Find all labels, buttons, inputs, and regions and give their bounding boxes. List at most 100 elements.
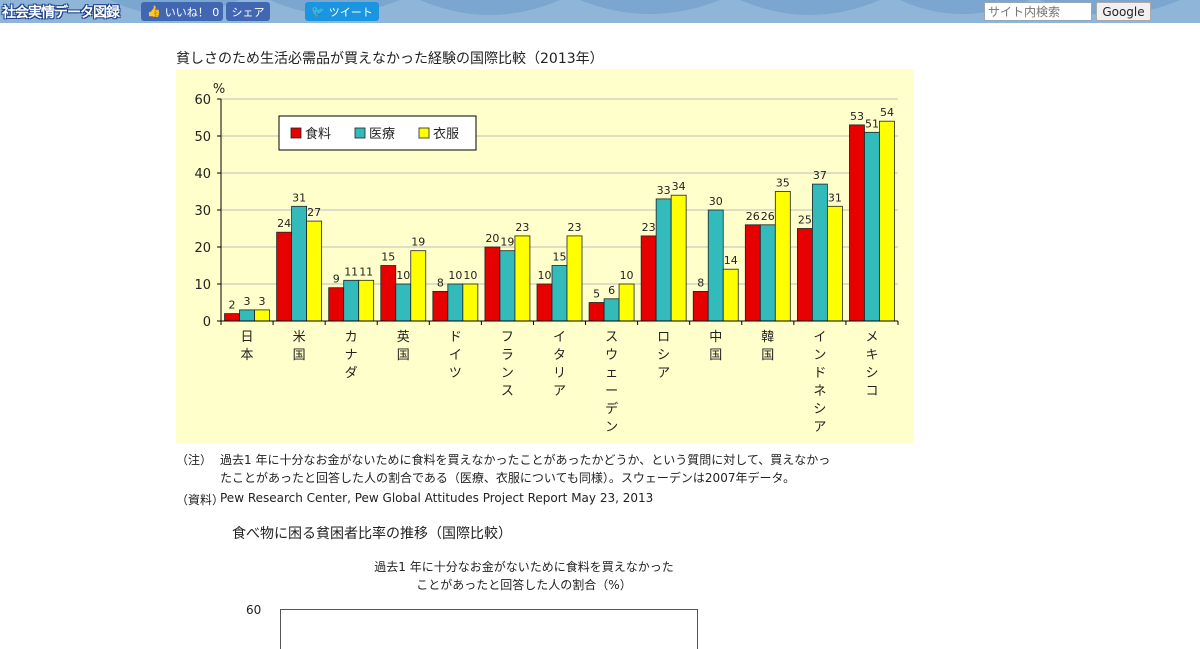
second-chart-title: 食べ物に困る貧困者比率の推移（国際比較）	[232, 526, 512, 542]
bar	[291, 205, 308, 322]
note-line-2: たことがあったと回答した人の割合である（医療、衣服についても同様）。スウェーデン…	[220, 471, 796, 485]
x-tick-label-char: 本	[241, 348, 254, 363]
x-tick-label-char: ア	[553, 384, 566, 399]
data-label: 5	[593, 288, 600, 301]
x-tick-label-char: ナ	[345, 348, 358, 363]
bar-chart: 0 10 20 30 40 50 60% 2 3 3 日本 24 31 27 米国 9 11 11 カナダ 15 10 1…	[176, 69, 914, 443]
bar	[566, 235, 583, 322]
data-label: 10	[620, 269, 634, 282]
data-label: 53	[850, 110, 864, 123]
bar	[380, 265, 397, 322]
thumbs-up-icon: 👍	[147, 5, 161, 18]
x-tick-label-char: シ	[865, 366, 878, 381]
y-axis-unit: %	[213, 82, 225, 97]
data-label: 23	[642, 221, 656, 234]
x-tick-label-char: ド	[813, 366, 826, 381]
y-tick-label: 50	[194, 130, 211, 145]
x-tick-label-char: 国	[397, 348, 410, 363]
data-label: 10	[448, 269, 462, 282]
x-tick-label-char: 米	[293, 330, 306, 345]
bar	[774, 191, 791, 322]
data-label: 3	[259, 295, 266, 308]
x-tick-label-char: 日	[241, 330, 254, 345]
bar	[358, 279, 375, 322]
data-label: 37	[813, 169, 827, 182]
bar	[722, 268, 739, 322]
x-tick-label-char: 国	[709, 348, 722, 363]
x-tick-label-char: ダ	[345, 366, 358, 381]
bar	[536, 283, 553, 322]
x-tick-label-char: ラ	[501, 348, 514, 363]
facebook-share-button[interactable]: シェア	[226, 2, 270, 21]
x-tick-label-char: ウ	[605, 348, 618, 363]
x-tick-label-char: 国	[293, 348, 306, 363]
google-search-button[interactable]: Google	[1096, 2, 1151, 21]
legend-entry: 衣服	[433, 126, 459, 142]
y-tick-label: 20	[194, 241, 211, 256]
data-label: 25	[798, 214, 812, 227]
legend-swatch	[290, 127, 302, 139]
bar	[410, 250, 427, 322]
x-tick-label-char: イ	[813, 330, 826, 345]
x-tick-label-char: キ	[865, 348, 878, 363]
data-label: 35	[776, 177, 790, 190]
x-tick-label-char: カ	[345, 330, 358, 345]
bar	[826, 205, 843, 322]
data-label: 26	[761, 210, 775, 223]
legend-swatch	[354, 127, 366, 139]
x-tick-label-char: 中	[709, 330, 722, 345]
x-tick-label-char: ネ	[813, 384, 826, 399]
legend-entry: 医療	[369, 127, 395, 142]
x-tick-label-char: リ	[553, 366, 566, 381]
bar	[692, 290, 709, 322]
site-search-input[interactable]	[984, 2, 1092, 21]
x-tick-label-char: ン	[813, 348, 826, 363]
data-label: 31	[828, 191, 842, 204]
x-tick-label-char: ド	[449, 330, 462, 345]
data-label: 6	[608, 284, 615, 297]
data-label: 51	[865, 117, 879, 130]
facebook-like-button[interactable]: 👍 いいね！ 0	[141, 2, 223, 21]
bar	[462, 283, 479, 322]
bar	[707, 209, 724, 322]
twitter-bird-icon: 🐦	[311, 5, 325, 18]
legend-entry: 食料	[305, 126, 331, 142]
site-logo[interactable]: 社会実情データ図録	[2, 5, 120, 21]
y-tick-label: 0	[203, 315, 211, 330]
bar	[811, 183, 828, 322]
data-label: 15	[381, 251, 395, 264]
bar	[864, 131, 880, 322]
bar	[640, 235, 657, 322]
tweet-label: ツイート	[328, 5, 373, 19]
bar	[618, 283, 635, 322]
x-tick-label-char: ア	[813, 420, 826, 435]
data-label: 8	[437, 276, 444, 289]
data-label: 11	[359, 265, 373, 278]
bar	[276, 231, 293, 322]
data-label: 24	[277, 217, 291, 230]
x-tick-label-char: イ	[449, 348, 462, 363]
x-tick-label-char: イ	[553, 330, 566, 345]
bar	[514, 235, 531, 322]
chart-title: 貧しさのため生活必需品が買えなかった経験の国際比較（2013年）	[176, 51, 604, 67]
x-tick-label-char: フ	[501, 330, 514, 345]
second-chart-subtitle-1: 過去1 年に十分なお金がないために食料を買えなかった	[374, 560, 674, 574]
x-tick-label-char: ー	[605, 384, 618, 399]
data-label: 11	[344, 265, 358, 278]
data-label: 9	[333, 273, 340, 286]
note-label: （注）	[176, 453, 213, 467]
tweet-button[interactable]: 🐦 ツイート	[305, 2, 379, 21]
top-bar: 社会実情データ図録 👍 いいね！ 0 シェア 🐦 ツイート Google	[0, 0, 1200, 23]
source-label: （資料）	[176, 493, 225, 507]
data-label: 10	[396, 269, 410, 282]
legend-swatch	[418, 127, 430, 139]
data-label: 26	[746, 210, 760, 223]
x-tick-label-char: ツ	[449, 366, 462, 381]
bar	[254, 309, 270, 322]
x-tick-label-char: シ	[657, 348, 670, 363]
bar	[551, 265, 568, 322]
data-label: 2	[229, 299, 236, 312]
y-tick-label: 10	[194, 278, 211, 293]
source-text: Pew Research Center, Pew Global Attitude…	[220, 491, 654, 505]
